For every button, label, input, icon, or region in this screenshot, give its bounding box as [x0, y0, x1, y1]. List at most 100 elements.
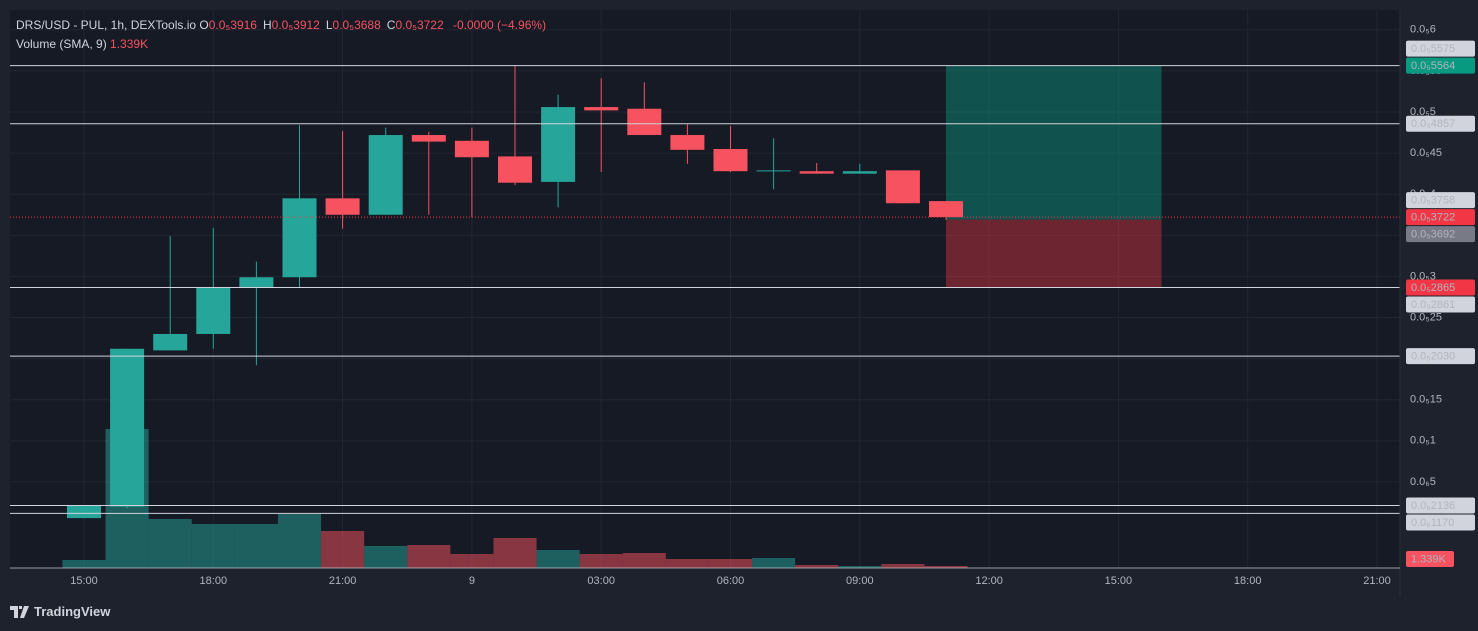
candle-body	[239, 277, 274, 288]
y-tick-label: 0.0₅1	[1410, 435, 1436, 447]
legend: DRS/USD - PUL, 1h, DEXTools.io O0.0₅3916…	[16, 16, 552, 54]
price-badge-label: 0.0₅4857	[1411, 118, 1455, 130]
volume-bar	[407, 545, 451, 568]
volume-row: Volume (SMA, 9) 1.339K	[16, 35, 552, 54]
candle-body	[756, 170, 791, 172]
x-tick-label: 15:00	[70, 575, 98, 587]
price-badge	[1406, 514, 1475, 531]
brand[interactable]: TradingView	[10, 604, 110, 619]
candle-body	[627, 108, 662, 136]
volume-title: Volume (SMA, 9)	[16, 37, 107, 51]
price-badge	[1406, 296, 1475, 313]
ohlc-value: 0.0₅3916	[208, 18, 257, 32]
volume-legend: 1.339K	[110, 37, 149, 51]
price-badge-label: 0.0₅2030	[1411, 351, 1455, 363]
position-profit	[946, 65, 1162, 220]
ohlc-key: O	[199, 18, 209, 32]
volume-bar	[579, 554, 623, 568]
volume-bar	[364, 546, 408, 568]
symbol-title: DRS/USD - PUL, 1h, DEXTools.io	[16, 18, 197, 32]
price-badge	[1406, 115, 1475, 132]
volume-badge	[1406, 551, 1454, 567]
volume-bar	[708, 559, 753, 568]
volume-bar	[752, 558, 796, 568]
x-tick-label: 9	[469, 575, 475, 587]
volume-bar	[924, 566, 968, 568]
brand-logo	[10, 605, 29, 618]
ohlc-values: O0.0₅3916 H0.0₅3912 L0.0₅3688 C0.0₅3722	[199, 18, 449, 32]
volume-badge-label: 1.339K	[1411, 553, 1447, 565]
candle-body	[153, 333, 188, 351]
volume-bar	[62, 560, 106, 568]
y-tick-label: 0.0₅6	[1410, 24, 1436, 36]
x-tick-label: 15:00	[1105, 575, 1133, 587]
candle-body	[842, 171, 877, 174]
x-tick-label: 18:00	[1234, 575, 1262, 587]
volume-bar	[536, 550, 580, 568]
volume-bar	[838, 566, 882, 568]
volume-bar	[881, 564, 925, 568]
candle-body	[799, 171, 834, 174]
candle-body	[282, 198, 317, 278]
volume-bar	[622, 553, 666, 568]
ohlc-key: L	[325, 18, 333, 32]
candle-body	[498, 156, 532, 183]
volume-bar	[665, 559, 709, 568]
candle-body	[929, 201, 963, 218]
ohlc-value: 0.0₅3912	[271, 18, 320, 32]
price-badge-label: 0.0₅3692	[1411, 228, 1455, 240]
y-tick-label: 0.0₆5	[1410, 476, 1436, 488]
price-badge	[1406, 279, 1475, 296]
price-badge-label: 0.0₅2861	[1411, 299, 1455, 311]
y-tick-label: 0.0₅3	[1410, 270, 1436, 282]
ohlc-key: H	[262, 18, 272, 32]
y-tick-label: 0.0₅15	[1410, 394, 1442, 406]
x-tick-label: 18:00	[200, 575, 228, 587]
change: -0.0000 (−4.96%)	[453, 18, 547, 32]
ohlc-key: C	[386, 18, 396, 32]
brand-text: TradingView	[34, 604, 111, 619]
x-tick-label: 06:00	[717, 575, 745, 587]
candle-body	[196, 287, 231, 334]
volume-bar	[234, 524, 278, 568]
pane	[10, 10, 1400, 568]
price-badge	[1406, 192, 1475, 209]
price-badge-label: 0.0₅5575	[1411, 43, 1455, 55]
price-badge	[1406, 497, 1475, 514]
ohlc-value: 0.0₅3722	[395, 18, 444, 32]
price-badge-label: 0.0₆2136	[1411, 500, 1455, 512]
candle-body	[541, 107, 576, 182]
candle-body	[110, 348, 145, 507]
ohlc-row: DRS/USD - PUL, 1h, DEXTools.io O0.0₅3916…	[16, 16, 552, 35]
price-badge-label: 0.0₆1170	[1411, 517, 1454, 529]
x-tick-label: 21:00	[329, 575, 357, 587]
candle-body	[325, 198, 360, 215]
price-badge-label: 0.0₅3758	[1411, 194, 1455, 206]
candle-body	[411, 135, 446, 142]
volume-bar	[191, 524, 235, 568]
price-badge	[1406, 348, 1475, 365]
x-tick-label: 09:00	[846, 575, 874, 587]
volume-bar	[148, 519, 192, 568]
candle-body	[713, 149, 748, 172]
price-badge	[1406, 40, 1475, 57]
volume-bar	[795, 565, 839, 568]
price-badge-label: 0.0₅2865	[1411, 282, 1455, 294]
price-badge	[1406, 226, 1475, 243]
price-badge	[1406, 57, 1475, 74]
x-tick-label: 03:00	[587, 575, 615, 587]
position-loss	[946, 219, 1162, 288]
y-tick-label: 0.0₅25	[1410, 311, 1442, 323]
y-tick-label: 0.0₅5	[1410, 106, 1436, 118]
price-badge	[1406, 209, 1475, 226]
candle-body	[584, 107, 619, 111]
price-badge-label: 0.0₅3722	[1411, 211, 1455, 223]
x-tick-label: 21:00	[1363, 575, 1391, 587]
volume-bar	[277, 514, 322, 568]
candle-body	[67, 505, 101, 519]
volume-bar	[321, 531, 365, 568]
y-tick-label: 0.0₅45	[1410, 147, 1442, 159]
volume-bar	[450, 554, 494, 568]
